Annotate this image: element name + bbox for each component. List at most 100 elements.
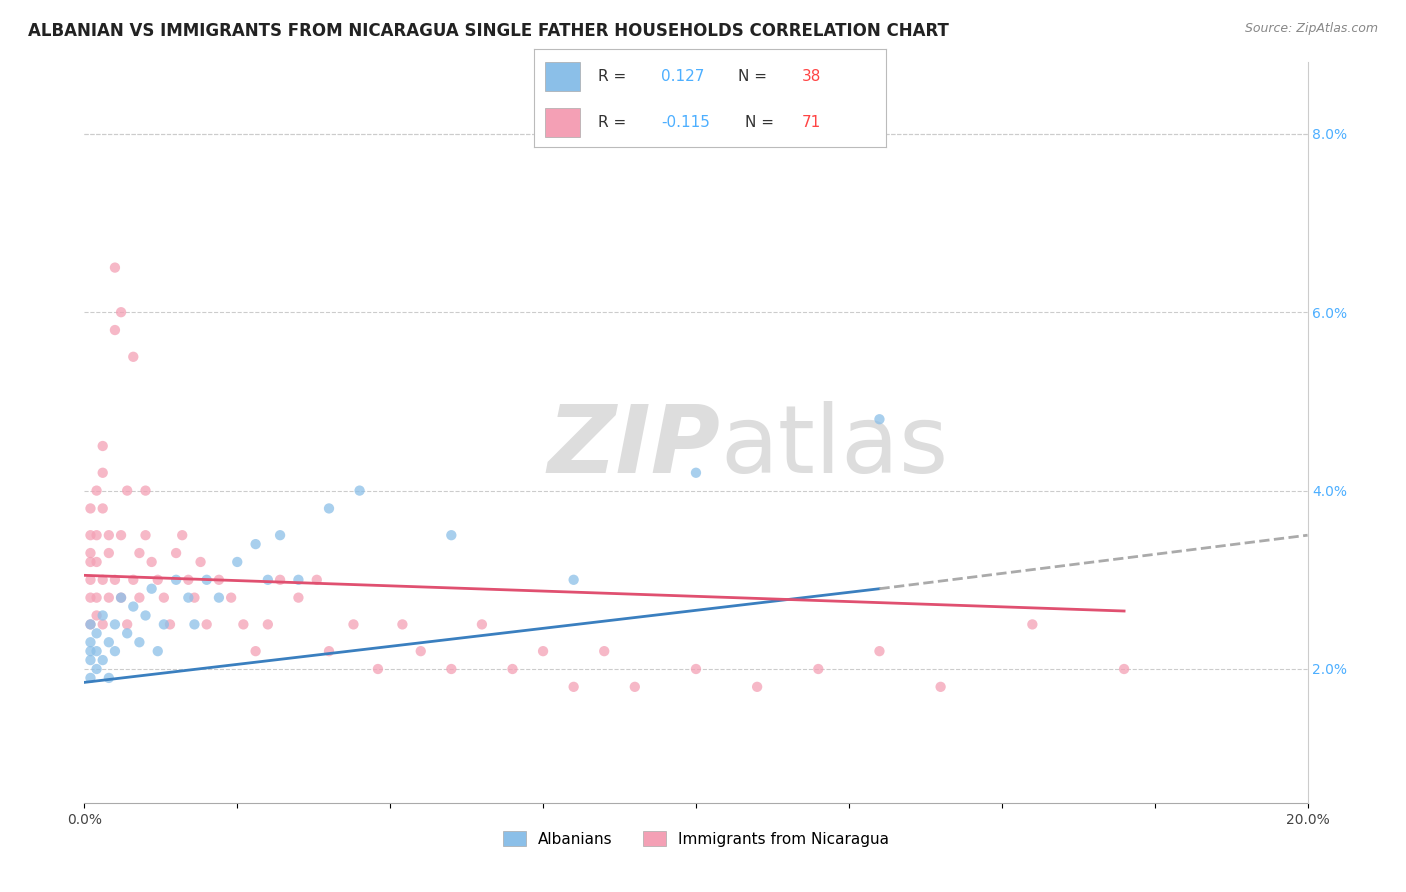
Point [318,644,340,658]
Point [86,591,108,605]
Point [409,644,432,658]
Point [531,644,554,658]
Point [367,662,389,676]
Point [146,573,169,587]
Text: R =: R = [598,115,631,130]
Point [135,528,157,542]
Point [146,644,169,658]
Point [128,635,150,649]
Point [208,591,231,605]
Point [807,662,830,676]
Point [91,608,114,623]
Point [349,483,371,498]
Text: ALBANIAN VS IMMIGRANTS FROM NICARAGUA SINGLE FATHER HOUSEHOLDS CORRELATION CHART: ALBANIAN VS IMMIGRANTS FROM NICARAGUA SI… [28,22,949,40]
Point [97,546,120,560]
Point [122,350,145,364]
Text: R =: R = [598,69,631,84]
Point [195,573,218,587]
Point [86,483,108,498]
Point [97,671,120,685]
Point [141,582,163,596]
Point [165,546,187,560]
Point [257,573,280,587]
Point [245,537,267,551]
Point [122,599,145,614]
Point [562,573,585,587]
Point [115,483,138,498]
Point [110,305,132,319]
Point [91,501,114,516]
Point [110,591,132,605]
Point [159,617,181,632]
Text: 71: 71 [801,115,821,130]
Text: N =: N = [745,115,779,130]
Point [91,439,114,453]
Point [685,662,707,676]
Point [91,466,114,480]
Point [86,644,108,658]
Point [115,617,138,632]
FancyBboxPatch shape [544,108,581,137]
Point [97,591,120,605]
Point [104,573,127,587]
Point [471,617,494,632]
Point [97,635,120,649]
Point [177,591,200,605]
Point [747,680,769,694]
Point [141,555,163,569]
Point [869,412,891,426]
Text: 0.127: 0.127 [661,69,704,84]
Point [135,483,157,498]
Point [104,617,127,632]
Point [86,555,108,569]
Point [593,644,616,658]
Point [86,608,108,623]
Point [79,671,101,685]
Point [79,573,101,587]
Point [79,528,101,542]
Point [208,573,231,587]
Text: Source: ZipAtlas.com: Source: ZipAtlas.com [1244,22,1378,36]
Point [195,617,218,632]
Point [190,555,212,569]
Point [183,591,205,605]
Point [226,555,249,569]
Point [79,617,101,632]
Point [97,528,120,542]
Point [122,573,145,587]
Point [79,644,101,658]
Point [110,591,132,605]
Point [219,591,242,605]
Point [79,591,101,605]
Point [104,644,127,658]
Point [929,680,952,694]
Point [440,662,463,676]
Point [269,573,291,587]
Point [128,546,150,560]
Point [91,653,114,667]
Point [391,617,413,632]
Point [1114,662,1136,676]
Point [86,626,108,640]
Text: 38: 38 [801,69,821,84]
Legend: Albanians, Immigrants from Nicaragua: Albanians, Immigrants from Nicaragua [495,823,897,855]
Point [91,573,114,587]
Point [86,662,108,676]
Point [183,617,205,632]
Point [86,528,108,542]
Text: N =: N = [738,69,772,84]
Point [115,626,138,640]
Point [318,501,340,516]
Point [685,466,707,480]
Point [165,573,187,587]
Point [79,546,101,560]
Point [135,608,157,623]
Point [562,680,585,694]
Point [104,323,127,337]
Point [1021,617,1043,632]
FancyBboxPatch shape [544,62,581,91]
Point [245,644,267,658]
Point [502,662,524,676]
Text: ZIP: ZIP [547,401,720,493]
Point [153,591,176,605]
